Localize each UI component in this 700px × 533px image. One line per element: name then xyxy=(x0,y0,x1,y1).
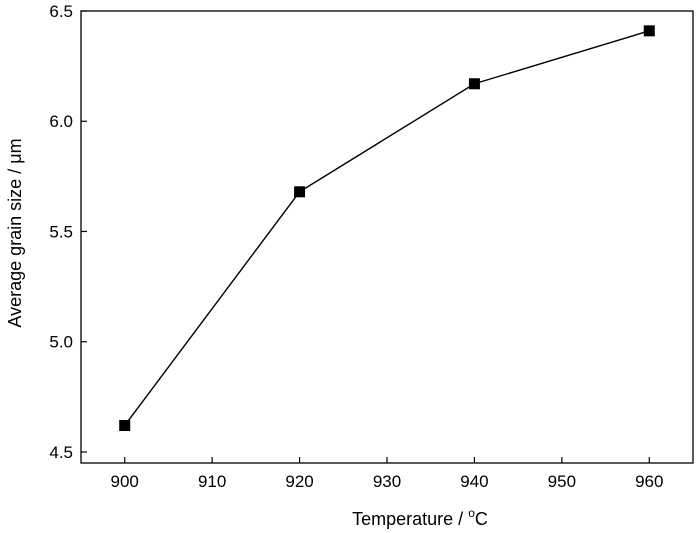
x-tick-label: 960 xyxy=(635,472,663,491)
y-tick-label: 5.0 xyxy=(49,333,73,352)
x-axis-title-unit: C xyxy=(475,509,488,529)
x-tick-label: 950 xyxy=(548,472,576,491)
x-axis-title-unit-sup: o xyxy=(468,506,475,520)
y-tick-label: 6.0 xyxy=(49,112,73,131)
x-tick-label: 910 xyxy=(198,472,226,491)
data-point xyxy=(294,186,306,198)
y-tick-label: 5.5 xyxy=(49,222,73,241)
x-axis-title: Temperature / oC xyxy=(352,506,488,529)
y-tick-label: 4.5 xyxy=(49,443,73,462)
series-line xyxy=(124,30,650,426)
data-point xyxy=(119,420,131,432)
x-tick-label: 900 xyxy=(111,472,139,491)
x-tick-label: 920 xyxy=(285,472,313,491)
x-tick-label: 940 xyxy=(460,472,488,491)
data-markers xyxy=(119,25,655,432)
y-tick-label: 6.5 xyxy=(49,2,73,21)
data-point xyxy=(468,78,480,90)
plot-frame xyxy=(80,10,694,464)
x-tick-label: 930 xyxy=(373,472,401,491)
data-point xyxy=(643,25,655,37)
x-axis-ticks: 900 910 920 930 940 950 960 xyxy=(111,457,663,491)
y-axis-ticks: 4.5 5.0 5.5 6.0 6.5 xyxy=(49,2,87,462)
x-axis-title-text: Temperature / xyxy=(352,509,468,529)
y-axis-title: Average grain size / μm xyxy=(5,138,25,327)
